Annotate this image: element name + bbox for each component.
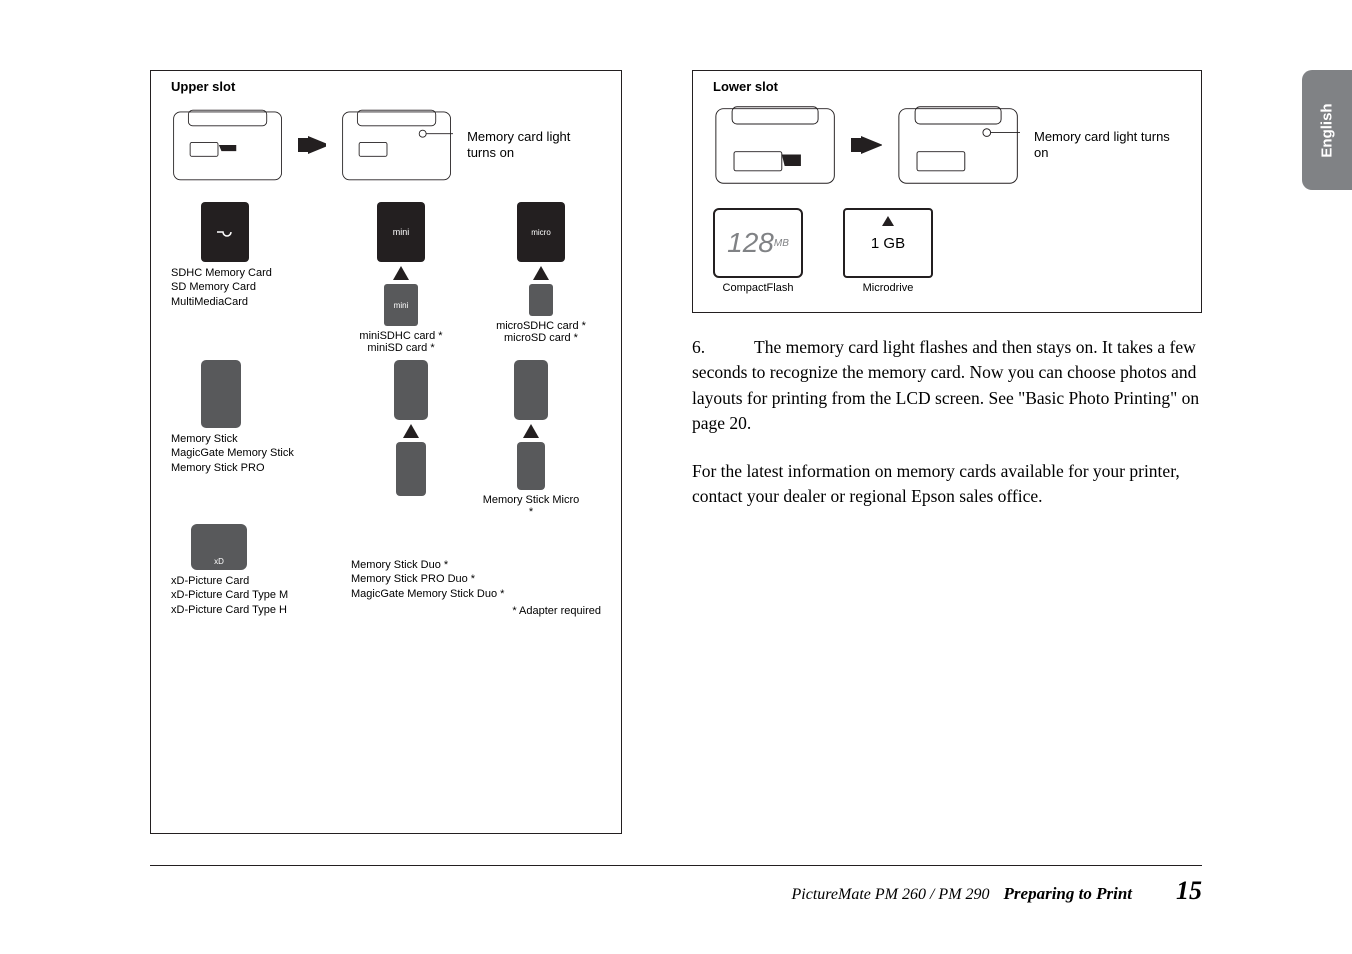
msduo-card-icon (396, 442, 426, 496)
microsd-card-icon (529, 284, 553, 316)
cf-value: 128 (727, 227, 774, 259)
sd-row: SDHC Memory Card SD Memory Card MultiMed… (171, 202, 601, 354)
footer-model: PictureMate PM 260 / PM 290 (792, 886, 990, 904)
msmicro-card-icon (517, 442, 545, 490)
msmicro-adapter-icon (514, 360, 548, 420)
language-tab: English (1302, 70, 1352, 190)
up-arrow-icon (523, 424, 539, 438)
lower-slot-title: Lower slot (713, 79, 1181, 94)
step-6: 6.The memory card light flashes and then… (692, 335, 1202, 437)
msduo-labels: Memory Stick Duo * Memory Stick PRO Duo … (351, 558, 601, 601)
adapter-note: * Adapter required (351, 605, 601, 617)
up-arrow-icon (403, 424, 419, 438)
sd-card-icon (201, 202, 249, 262)
lower-slot-box: Lower slot Memory card light turns on (692, 70, 1202, 313)
step-number: 6. (692, 335, 722, 360)
minisd-card-icon: mini (384, 284, 418, 326)
microsd-labels: microSDHC card * microSD card * (496, 320, 586, 344)
printer-outline-right (340, 100, 453, 190)
md-label: Microdrive (843, 282, 933, 294)
ms-labels: Memory Stick MagicGate Memory Stick Memo… (171, 432, 294, 475)
md-value: 1 GB (871, 235, 905, 252)
microdrive-icon: 1 GB (843, 208, 933, 278)
compactflash-icon: 128MB (713, 208, 803, 278)
sd-labels: SDHC Memory Card SD Memory Card MultiMed… (171, 266, 272, 309)
upper-slot-box: Upper slot Memory card light turns on (150, 70, 622, 834)
upper-slot-diagram: Memory card light turns on (171, 100, 601, 190)
lower-callout: Memory card light turns on (1034, 129, 1181, 162)
xd-row: xD xD-Picture Card xD-Picture Card Type … (171, 524, 601, 617)
arrow-right-icon (851, 136, 882, 154)
footer-page-number: 15 (1176, 876, 1202, 906)
step-text: The memory card light flashes and then s… (692, 337, 1199, 433)
up-arrow-icon (393, 266, 409, 280)
up-arrow-icon (533, 266, 549, 280)
page-footer: PictureMate PM 260 / PM 290 Preparing to… (150, 865, 1202, 906)
printer-outline-right-lower (896, 100, 1020, 190)
minisd-adapter-icon: mini (377, 202, 425, 262)
printer-outline-left-lower (713, 100, 837, 190)
lower-cards: 128MB CompactFlash 1 GB Microdrive (713, 208, 1181, 294)
xd-card-icon: xD (191, 524, 247, 570)
upper-slot-title: Upper slot (171, 79, 601, 94)
language-label: English (1319, 103, 1336, 157)
minisd-labels: miniSDHC card * miniSD card * (359, 330, 442, 354)
printer-outline-left (171, 100, 284, 190)
cf-unit: MB (774, 238, 789, 249)
ms-row: Memory Stick MagicGate Memory Stick Memo… (171, 360, 601, 518)
cf-label: CompactFlash (713, 282, 803, 294)
footer-section: Preparing to Print (1004, 884, 1132, 904)
lower-slot-diagram: Memory card light turns on (713, 100, 1181, 190)
memorystick-icon (201, 360, 241, 428)
msmicro-labels: Memory Stick Micro * (481, 494, 581, 518)
microsd-adapter-icon: micro (517, 202, 565, 262)
info-paragraph: For the latest information on memory car… (692, 459, 1202, 510)
arrow-right-icon (298, 136, 326, 154)
msduo-adapter-icon (394, 360, 428, 420)
xd-labels: xD-Picture Card xD-Picture Card Type M x… (171, 574, 288, 617)
upper-callout: Memory card light turns on (467, 129, 601, 162)
